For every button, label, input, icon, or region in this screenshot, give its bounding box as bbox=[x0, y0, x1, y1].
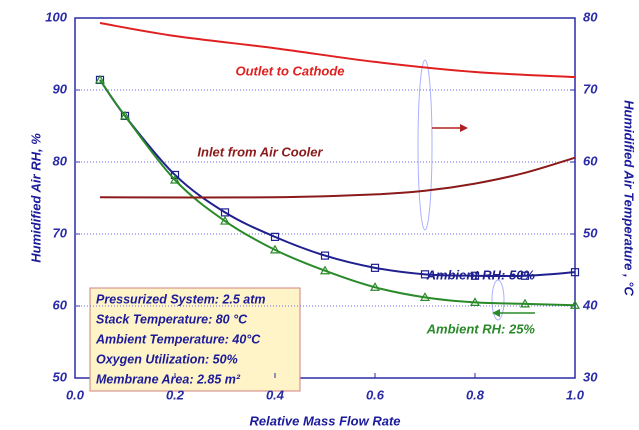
y2-tick-label: 50 bbox=[583, 225, 598, 240]
annotation: Membrane Area: 2.85 m² bbox=[96, 372, 241, 386]
y2-tick-label: 40 bbox=[582, 297, 598, 312]
y-tick-label: 60 bbox=[53, 297, 68, 312]
y-tick-label: 80 bbox=[53, 153, 68, 168]
plot-frame bbox=[74, 17, 576, 379]
x-tick-label: 0.8 bbox=[466, 387, 485, 402]
y2-tick-label: 80 bbox=[583, 9, 598, 24]
series-line bbox=[99, 156, 576, 199]
y2-tick-label: 70 bbox=[583, 81, 598, 96]
axis-ellipse bbox=[491, 279, 505, 321]
axis-ellipse bbox=[417, 59, 433, 231]
marker bbox=[320, 251, 330, 260]
marker bbox=[570, 268, 580, 277]
x-tick-label: 0.6 bbox=[366, 387, 385, 402]
annotation: Ambient Temperature: 40°C bbox=[95, 332, 261, 346]
marker bbox=[520, 271, 530, 280]
marker bbox=[419, 292, 431, 301]
marker bbox=[269, 244, 281, 254]
series-label: Ambient RH: 25% bbox=[426, 321, 536, 336]
marker bbox=[119, 110, 131, 120]
marker bbox=[519, 298, 531, 308]
arrow-head bbox=[460, 124, 468, 132]
marker bbox=[270, 232, 280, 241]
annotation: Oxygen Utilization: 50% bbox=[96, 352, 238, 366]
marker bbox=[94, 74, 106, 84]
marker bbox=[569, 300, 581, 309]
arrow-head bbox=[492, 309, 500, 317]
y2-tick-label: 30 bbox=[583, 369, 598, 384]
series-label: Ambient RH: 50% bbox=[426, 267, 536, 282]
marker bbox=[469, 297, 481, 306]
marker bbox=[420, 270, 430, 279]
series-line bbox=[99, 22, 576, 79]
info-box bbox=[89, 287, 301, 392]
x-tick-label: 0.2 bbox=[166, 387, 185, 402]
x-axis-label: Relative Mass Flow Rate bbox=[250, 413, 401, 428]
x-tick-label: 0.0 bbox=[66, 387, 85, 402]
marker bbox=[369, 282, 381, 291]
x-tick-label: 0.4 bbox=[266, 387, 285, 402]
y-tick-label: 70 bbox=[53, 225, 68, 240]
y-axis-label: Humidified Air RH, % bbox=[28, 133, 43, 263]
annotation: Stack Temperature: 80 °C bbox=[96, 312, 248, 326]
y-tick-label: 90 bbox=[53, 81, 68, 96]
marker bbox=[370, 263, 380, 272]
series-label: Outlet to Cathode bbox=[235, 63, 344, 78]
marker bbox=[219, 215, 231, 225]
x-tick-label: 1.0 bbox=[566, 387, 585, 402]
series-label: Inlet from Air Cooler bbox=[197, 144, 323, 159]
annotation: Pressurized System: 2.5 atm bbox=[96, 292, 266, 306]
y2-axis-label: Humidified Air Temperature , °C bbox=[622, 100, 637, 296]
series-line bbox=[99, 79, 576, 307]
y-tick-label: 50 bbox=[53, 369, 68, 384]
series-line bbox=[99, 79, 576, 278]
y2-tick-label: 60 bbox=[583, 153, 598, 168]
marker bbox=[319, 265, 331, 275]
y-tick-label: 100 bbox=[45, 9, 67, 24]
marker bbox=[470, 271, 480, 280]
marker bbox=[169, 174, 181, 184]
